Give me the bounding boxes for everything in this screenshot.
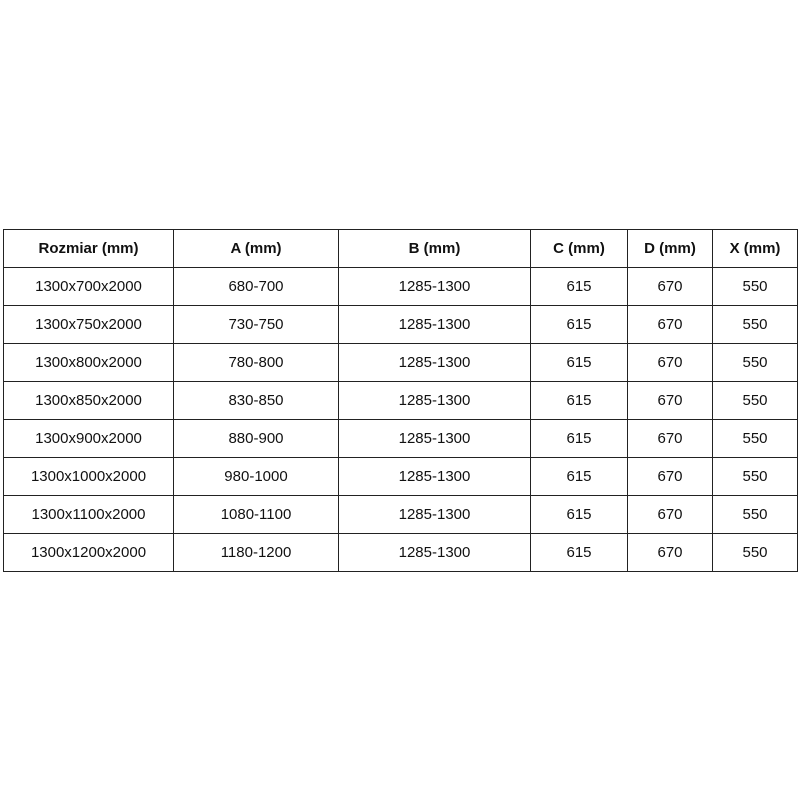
table-row: 1300x1000x2000 980-1000 1285-1300 615 670 550	[3, 457, 798, 496]
table-cell: 615	[530, 457, 628, 496]
table-cell: 1300x750x2000	[3, 305, 174, 344]
table-cell: 1080-1100	[173, 495, 339, 534]
table-cell: 615	[530, 495, 628, 534]
table-row: 1300x1100x2000 1080-1100 1285-1300 615 670 55…	[3, 495, 798, 534]
table-cell: 550	[712, 457, 798, 496]
table-cell: 615	[530, 267, 628, 306]
table-cell: 550	[712, 267, 798, 306]
table-cell: 670	[627, 343, 713, 382]
table-cell: 1300x1100x2000	[3, 495, 174, 534]
dimensions-table: Rozmiar (mm) A (mm) B (mm) C (mm) D (mm) X (m…	[3, 229, 798, 572]
table-row: 1300x700x2000 680-700 1285-1300 615 670 550	[3, 267, 798, 306]
table-cell: 550	[712, 533, 798, 572]
table-row: 1300x900x2000 880-900 1285-1300 615 670 550	[3, 419, 798, 458]
table-cell: 1285-1300	[338, 419, 531, 458]
table-cell: 1285-1300	[338, 267, 531, 306]
table-cell: 615	[530, 381, 628, 420]
table-row: 1300x850x2000 830-850 1285-1300 615 670 550	[3, 381, 798, 420]
table-cell: 730-750	[173, 305, 339, 344]
column-header: A (mm)	[173, 229, 339, 268]
table-cell: 1300x1000x2000	[3, 457, 174, 496]
table-cell: 1300x700x2000	[3, 267, 174, 306]
table-row: 1300x1200x2000 1180-1200 1285-1300 615 670 55…	[3, 533, 798, 572]
table-cell: 880-900	[173, 419, 339, 458]
table-cell: 1300x900x2000	[3, 419, 174, 458]
table-cell: 680-700	[173, 267, 339, 306]
header-row: Rozmiar (mm) A (mm) B (mm) C (mm) D (mm) X (m…	[3, 229, 798, 268]
table-cell: 615	[530, 419, 628, 458]
table-cell: 550	[712, 381, 798, 420]
table-cell: 780-800	[173, 343, 339, 382]
table-cell: 670	[627, 419, 713, 458]
table-cell: 1285-1300	[338, 343, 531, 382]
column-header: D (mm)	[627, 229, 713, 268]
table-cell: 1300x850x2000	[3, 381, 174, 420]
table-cell: 550	[712, 305, 798, 344]
table-cell: 615	[530, 343, 628, 382]
table-cell: 1300x1200x2000	[3, 533, 174, 572]
column-header: B (mm)	[338, 229, 531, 268]
table-cell: 670	[627, 381, 713, 420]
table-cell: 670	[627, 533, 713, 572]
table-cell: 550	[712, 419, 798, 458]
table-cell: 670	[627, 267, 713, 306]
column-header: C (mm)	[530, 229, 628, 268]
table-cell: 830-850	[173, 381, 339, 420]
column-header: X (mm)	[712, 229, 798, 268]
table-cell: 670	[627, 305, 713, 344]
table-cell: 550	[712, 343, 798, 382]
table-cell: 1180-1200	[173, 533, 339, 572]
table-cell: 1285-1300	[338, 305, 531, 344]
table-cell: 550	[712, 495, 798, 534]
table-row: 1300x800x2000 780-800 1285-1300 615 670 550	[3, 343, 798, 382]
column-header: Rozmiar (mm)	[3, 229, 174, 268]
table-cell: 1285-1300	[338, 495, 531, 534]
table-cell: 1285-1300	[338, 457, 531, 496]
table-cell: 980-1000	[173, 457, 339, 496]
table-cell: 615	[530, 305, 628, 344]
table-cell: 1300x800x2000	[3, 343, 174, 382]
table-row: 1300x750x2000 730-750 1285-1300 615 670 550	[3, 305, 798, 344]
table-cell: 1285-1300	[338, 381, 531, 420]
table-cell: 670	[627, 495, 713, 534]
table-body: 1300x700x2000 680-700 1285-1300 615 670 550 13…	[3, 267, 798, 572]
table-cell: 615	[530, 533, 628, 572]
table-cell: 670	[627, 457, 713, 496]
table-cell: 1285-1300	[338, 533, 531, 572]
